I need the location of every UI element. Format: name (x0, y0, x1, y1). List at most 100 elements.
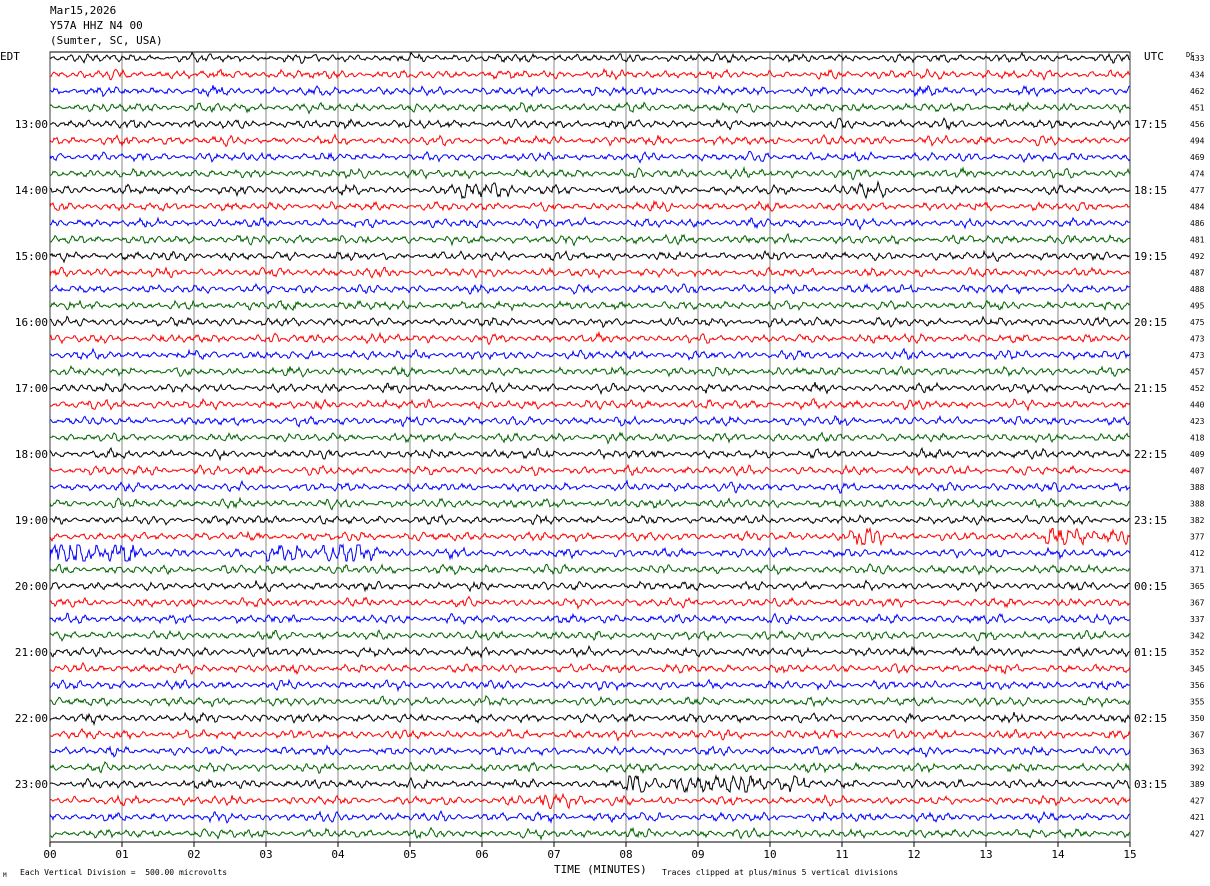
x-tick-label: 09 (691, 848, 704, 861)
trace-row-44 (49, 774, 1131, 794)
dc-offset-label: 342 (1190, 632, 1205, 641)
dc-offset-label: 457 (1190, 368, 1205, 377)
dc-offset-label: 469 (1190, 153, 1205, 162)
right-hour-label: 01:15 (1134, 646, 1167, 659)
trace-row-32 (49, 579, 1131, 593)
trace-row-33 (49, 595, 1131, 610)
trace-row-40 (49, 711, 1131, 726)
trace-row-0 (50, 51, 1131, 64)
dc-offset-label: 350 (1190, 714, 1205, 723)
dc-offset-label: 423 (1190, 417, 1205, 426)
trace-row-25 (49, 463, 1131, 477)
left-hour-label: 19:00 (15, 514, 48, 527)
left-hour-label: 14:00 (15, 184, 48, 197)
dc-offset-label: 365 (1190, 582, 1205, 591)
dc-offset-label: 409 (1190, 450, 1205, 459)
right-hour-label: 23:15 (1134, 514, 1167, 527)
left-hour-label: 20:00 (15, 580, 48, 593)
trace-row-9 (49, 199, 1131, 213)
right-hour-label: 03:15 (1134, 778, 1167, 791)
trace-row-26 (49, 479, 1131, 494)
dc-offset-label: 495 (1190, 302, 1205, 311)
dc-offset-label: 388 (1190, 500, 1205, 509)
dc-offset-label: 337 (1190, 615, 1205, 624)
trace-row-11 (49, 232, 1131, 247)
station-label: Y57A HHZ N4 00 (50, 19, 143, 32)
x-tick-label: 11 (835, 848, 848, 861)
dc-offset-label: 421 (1190, 813, 1205, 822)
trace-row-5 (49, 133, 1131, 148)
trace-row-19 (49, 364, 1131, 378)
dc-offset-label: 355 (1190, 698, 1205, 707)
dc-offset-label: 473 (1190, 335, 1205, 344)
x-tick-label: 10 (763, 848, 776, 861)
x-tick-label: 00 (43, 848, 56, 861)
dc-offset-label: 427 (1190, 830, 1205, 839)
trace-row-10 (49, 216, 1131, 231)
dc-offset-label: 407 (1190, 467, 1205, 476)
left-hour-label: 16:00 (15, 316, 48, 329)
dc-offset-label: 412 (1190, 549, 1205, 558)
trace-row-24 (49, 446, 1131, 462)
trace-row-4 (49, 117, 1131, 131)
grid-lines (49, 51, 1131, 847)
dc-offset-label: 352 (1190, 648, 1205, 657)
trace-row-1 (49, 67, 1131, 81)
left-hour-label: 18:00 (15, 448, 48, 461)
dc-offset-label: 363 (1190, 747, 1205, 756)
trace-row-2 (49, 84, 1131, 98)
date-label: Mar15,2026 (50, 4, 117, 17)
trace-row-28 (49, 513, 1131, 527)
trace-row-34 (49, 612, 1130, 625)
trace-row-42 (49, 744, 1131, 759)
right-hour-label: 02:15 (1134, 712, 1167, 725)
trace-row-18 (49, 347, 1131, 361)
dc-offset-label: 492 (1190, 252, 1205, 261)
footer-left-note: Each Vertical Division = 500.00 microvol… (20, 868, 227, 877)
right-timezone-label: UTC (1144, 50, 1164, 63)
dc-offset-label: 477 (1190, 186, 1205, 195)
trace-row-17 (49, 330, 1131, 346)
dc-offset-label: 473 (1190, 351, 1205, 360)
left-timezone-label: EDT (0, 50, 20, 63)
trace-row-8 (49, 180, 1131, 200)
dc-offset-label: 474 (1190, 170, 1205, 179)
dc-offset-label: 456 (1190, 120, 1205, 129)
trace-row-45 (49, 792, 1131, 810)
right-hour-label: 21:15 (1134, 382, 1167, 395)
dc-offset-label: 418 (1190, 434, 1205, 443)
dc-offset-label: 392 (1190, 764, 1205, 773)
trace-row-20 (49, 381, 1130, 396)
dc-offset-label: 367 (1190, 731, 1205, 740)
trace-row-46 (49, 809, 1131, 825)
x-tick-label: 01 (115, 848, 128, 861)
trace-row-43 (49, 761, 1131, 775)
dc-offset-label: 389 (1190, 780, 1205, 789)
trace-row-21 (49, 397, 1131, 412)
dc-offset-label: 382 (1190, 516, 1205, 525)
left-hour-label: 21:00 (15, 646, 48, 659)
dc-offset-label: 452 (1190, 384, 1205, 393)
trace-row-6 (49, 150, 1131, 164)
trace-row-30 (49, 543, 1131, 563)
right-hour-label: 20:15 (1134, 316, 1167, 329)
trace-row-27 (49, 496, 1131, 511)
dc-offset-label: 388 (1190, 483, 1205, 492)
dc-label: DC (1186, 51, 1194, 59)
dc-offset-label: 488 (1190, 285, 1205, 294)
left-hour-label: 23:00 (15, 778, 48, 791)
right-hour-label: 22:15 (1134, 448, 1167, 461)
dc-offset-label: 345 (1190, 665, 1205, 674)
dc-offset-label: 434 (1190, 71, 1205, 80)
left-hour-label: 15:00 (15, 250, 48, 263)
trace-row-39 (49, 695, 1131, 708)
x-tick-label: 06 (475, 848, 488, 861)
dc-offset-label: 427 (1190, 797, 1205, 806)
trace-group (49, 51, 1131, 841)
trace-row-47 (49, 826, 1131, 841)
trace-row-31 (49, 563, 1130, 576)
right-hour-label: 17:15 (1134, 118, 1167, 131)
x-tick-label: 13 (979, 848, 992, 861)
left-hour-label: 22:00 (15, 712, 48, 725)
